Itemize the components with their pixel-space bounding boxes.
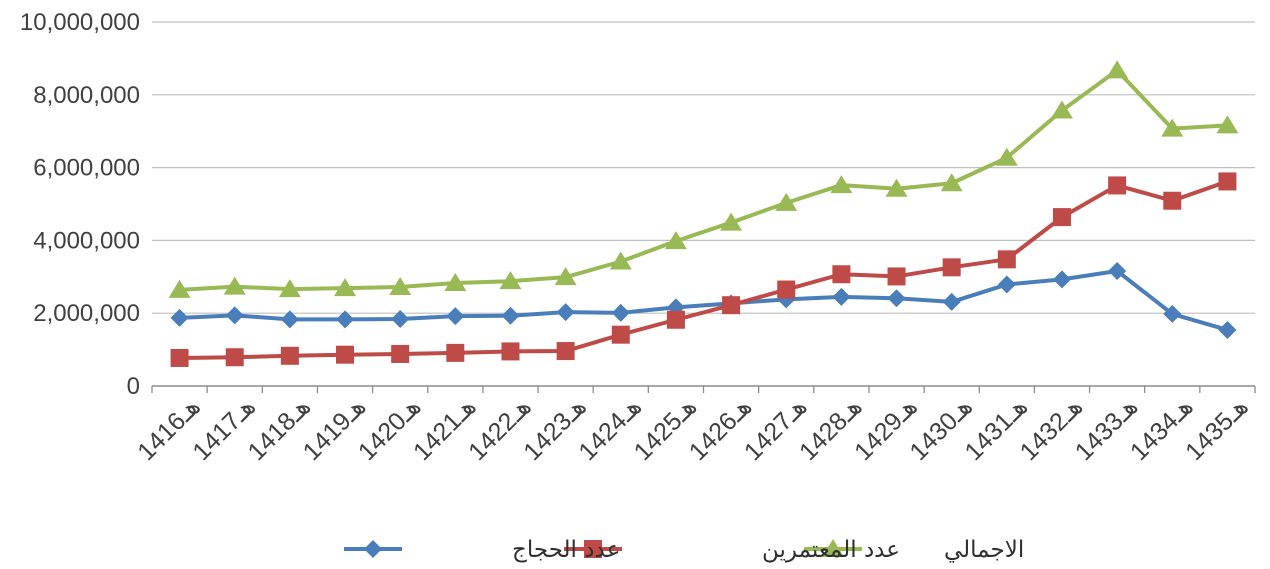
data-point bbox=[391, 310, 410, 329]
data-point bbox=[775, 192, 798, 211]
data-point bbox=[664, 231, 687, 250]
x-tick-label: 1435هـ bbox=[1180, 392, 1254, 466]
data-point bbox=[832, 287, 851, 306]
data-point bbox=[554, 267, 577, 286]
data-point bbox=[170, 348, 189, 367]
legend-swatch-marker bbox=[822, 539, 844, 557]
data-point bbox=[444, 272, 467, 291]
legend-item: الاجمالي bbox=[804, 537, 1024, 563]
series-lines bbox=[168, 60, 1239, 367]
y-tick-label: 2,000,000 bbox=[33, 300, 140, 327]
series-2 bbox=[170, 172, 1237, 367]
data-point bbox=[997, 250, 1016, 269]
data-point bbox=[334, 278, 357, 297]
y-tick-label: 10,000,000 bbox=[20, 9, 140, 36]
data-point bbox=[1050, 100, 1073, 119]
y-tick-label: 6,000,000 bbox=[33, 155, 140, 182]
data-point bbox=[1106, 60, 1129, 79]
data-point bbox=[832, 265, 851, 284]
data-point bbox=[1163, 191, 1182, 210]
data-point bbox=[223, 276, 246, 295]
legend-item: عدد المعتمرين bbox=[564, 537, 900, 563]
data-point bbox=[170, 308, 189, 327]
data-point bbox=[280, 346, 299, 365]
series-line bbox=[179, 179, 1229, 360]
data-point bbox=[389, 276, 412, 295]
series-line bbox=[179, 68, 1228, 292]
series-line bbox=[179, 268, 1228, 332]
y-tick-label: 8,000,000 bbox=[33, 82, 140, 109]
legend-swatch-marker bbox=[584, 540, 602, 558]
legend-swatch-marker bbox=[364, 540, 382, 558]
y-tick-label: 0 bbox=[127, 373, 140, 400]
data-point bbox=[336, 345, 355, 364]
data-point bbox=[885, 178, 908, 197]
data-point bbox=[499, 271, 522, 290]
data-point bbox=[942, 292, 961, 311]
series-1 bbox=[170, 261, 1237, 339]
data-point bbox=[391, 344, 410, 363]
data-point bbox=[887, 289, 906, 308]
data-point bbox=[666, 310, 685, 329]
y-tick-label: 4,000,000 bbox=[33, 227, 140, 254]
data-point bbox=[225, 348, 244, 367]
data-point bbox=[556, 342, 575, 361]
data-point bbox=[1161, 118, 1184, 137]
y-tick-labels: 0 2,000,000 4,000,000 6,000,000 8,000,000 10,… bbox=[20, 9, 140, 400]
data-point bbox=[1163, 304, 1182, 323]
data-point bbox=[1108, 176, 1127, 195]
data-point bbox=[995, 147, 1018, 166]
data-point bbox=[1218, 172, 1237, 191]
data-point bbox=[942, 258, 961, 277]
data-point bbox=[997, 275, 1016, 294]
series-3 bbox=[168, 60, 1239, 298]
data-point bbox=[168, 279, 191, 298]
legend: الاجمالي عدد المعتمرين عدد الحجاج bbox=[344, 537, 1024, 563]
data-point bbox=[722, 296, 741, 315]
legend-label: الاجمالي bbox=[944, 537, 1024, 563]
data-point bbox=[611, 325, 630, 344]
legend-item: عدد الحجاج bbox=[344, 537, 620, 563]
legend-label: عدد الحجاج bbox=[512, 537, 620, 563]
grid-lines bbox=[152, 21, 1255, 314]
data-point bbox=[830, 175, 853, 194]
data-point bbox=[556, 303, 575, 322]
data-point bbox=[446, 343, 465, 362]
data-point bbox=[777, 280, 796, 299]
legend-label: عدد المعتمرين bbox=[762, 537, 900, 563]
data-point bbox=[887, 267, 906, 286]
data-point bbox=[1218, 320, 1237, 339]
data-point bbox=[501, 342, 520, 361]
data-point bbox=[446, 307, 465, 326]
data-point bbox=[720, 212, 743, 231]
axes bbox=[151, 385, 1256, 393]
data-point bbox=[1052, 208, 1071, 227]
x-tick-labels: 1416هـ1417هـ1418هـ1419هـ1420هـ1421هـ1422… bbox=[132, 392, 1253, 466]
data-point bbox=[940, 173, 963, 192]
data-point bbox=[1216, 115, 1239, 134]
data-point bbox=[609, 251, 632, 270]
data-point bbox=[501, 306, 520, 325]
data-point bbox=[1052, 270, 1071, 289]
data-point bbox=[1108, 261, 1127, 280]
data-point bbox=[280, 310, 299, 329]
data-point bbox=[225, 306, 244, 325]
data-point bbox=[278, 279, 301, 298]
data-point bbox=[611, 303, 630, 322]
data-point bbox=[336, 310, 355, 329]
